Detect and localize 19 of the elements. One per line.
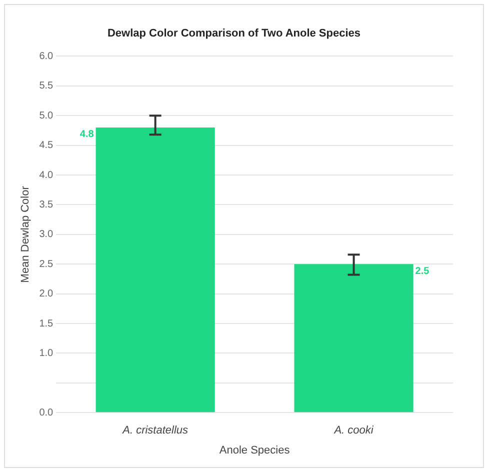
y-tick-label: 1.5: [39, 318, 54, 330]
x-axis-title: Anole Species: [219, 444, 290, 456]
x-tick-label: A. cooki: [333, 424, 374, 436]
y-tick-label: 3.0: [39, 229, 54, 240]
y-tick-label: 4.0: [39, 170, 54, 181]
y-tick-label: 1.0: [39, 348, 54, 359]
y-tick-label: 5.5: [39, 80, 54, 92]
y-tick-label: 2.5: [39, 258, 54, 270]
y-tick-label: 2.0: [39, 288, 54, 300]
data-label: 4.8: [80, 129, 94, 140]
y-tick-label: 0.0: [39, 407, 54, 418]
chart-title: Dewlap Color Comparison of Two Anole Species: [107, 28, 361, 40]
x-tick-label: A. cristatellus: [122, 424, 189, 436]
y-axis-title: Mean Dewlap Color: [20, 186, 32, 283]
data-label: 2.5: [415, 266, 430, 277]
y-tick-label: 3.5: [39, 199, 54, 210]
y-tick-label: 6.0: [39, 50, 54, 62]
y-tick-label: 4.5: [39, 140, 54, 152]
y-tick-label: 5.0: [39, 110, 54, 122]
